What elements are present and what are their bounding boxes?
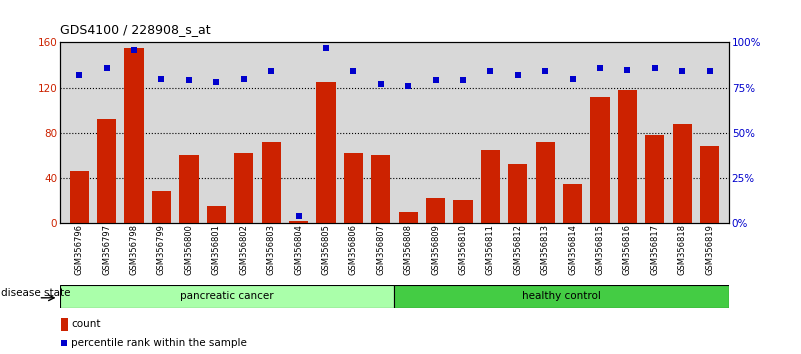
Bar <box>234 153 253 223</box>
Bar <box>61 318 68 331</box>
Point <box>237 76 250 81</box>
Bar <box>563 183 582 223</box>
Text: disease state: disease state <box>1 288 70 298</box>
Bar <box>673 124 692 223</box>
Point <box>457 78 469 83</box>
Text: pancreatic cancer: pancreatic cancer <box>180 291 274 302</box>
Bar <box>124 48 143 223</box>
Bar <box>179 155 199 223</box>
Bar <box>344 153 363 223</box>
Bar <box>60 285 394 308</box>
Point <box>73 72 86 78</box>
Bar <box>618 90 637 223</box>
Point <box>649 65 662 70</box>
Point <box>511 72 524 78</box>
Bar <box>262 142 280 223</box>
Point <box>374 81 387 87</box>
Point <box>484 69 497 74</box>
Point <box>183 78 195 83</box>
Point <box>429 78 442 83</box>
Bar <box>97 119 116 223</box>
Point <box>155 76 168 81</box>
Point <box>347 69 360 74</box>
Text: healthy control: healthy control <box>522 291 601 302</box>
Point <box>402 83 415 88</box>
Point <box>58 340 70 346</box>
Point <box>127 47 140 52</box>
Text: count: count <box>71 319 101 329</box>
Bar <box>426 198 445 223</box>
Bar <box>289 221 308 223</box>
Point <box>265 69 278 74</box>
Bar <box>394 285 729 308</box>
Bar <box>152 192 171 223</box>
Point <box>320 45 332 51</box>
Point <box>566 76 579 81</box>
Point <box>703 69 716 74</box>
Point <box>594 65 606 70</box>
Bar <box>316 82 336 223</box>
Point <box>210 79 223 85</box>
Point <box>539 69 552 74</box>
Bar <box>371 155 390 223</box>
Bar <box>536 142 555 223</box>
Point <box>292 213 305 219</box>
Bar <box>700 146 719 223</box>
Bar <box>509 164 527 223</box>
Bar <box>590 97 610 223</box>
Bar <box>453 200 473 223</box>
Text: percentile rank within the sample: percentile rank within the sample <box>71 338 248 348</box>
Point <box>100 65 113 70</box>
Bar <box>399 212 418 223</box>
Bar <box>207 206 226 223</box>
Point <box>621 67 634 73</box>
Bar <box>646 135 665 223</box>
Point <box>676 69 689 74</box>
Bar <box>70 171 89 223</box>
Bar <box>481 150 500 223</box>
Text: GDS4100 / 228908_s_at: GDS4100 / 228908_s_at <box>60 23 211 36</box>
